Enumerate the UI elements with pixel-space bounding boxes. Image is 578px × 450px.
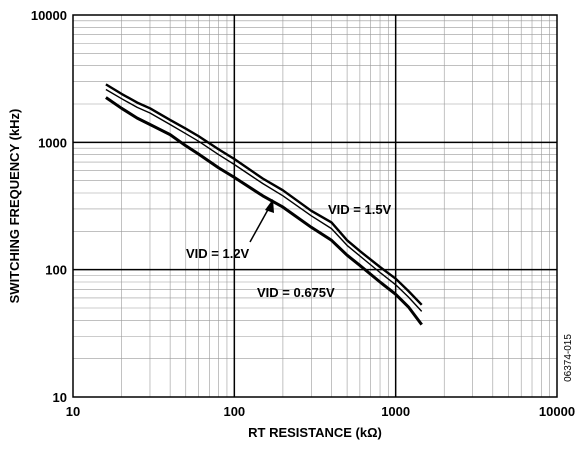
y-tick-label: 1000 bbox=[38, 135, 67, 150]
figure-id: 06374-015 bbox=[563, 334, 574, 382]
x-tick-label: 10000 bbox=[539, 404, 575, 419]
y-tick-label: 10 bbox=[53, 390, 67, 405]
series-line-2 bbox=[105, 88, 423, 312]
annotation-vid-0-675v: VID = 0.675V bbox=[257, 285, 335, 300]
series-line-3 bbox=[105, 96, 423, 326]
series-layer bbox=[105, 83, 423, 326]
plot-frame bbox=[72, 14, 558, 398]
y-axis-title: SWITCHING FREQUENCY (kHz) bbox=[7, 109, 22, 304]
x-tick-labels: 10 100 1000 10000 bbox=[66, 404, 575, 419]
x-tick-label: 10 bbox=[66, 404, 80, 419]
series-line-1 bbox=[105, 83, 423, 306]
y-tick-labels: 10 100 1000 10000 bbox=[31, 8, 67, 405]
annotation-vid-1-2v: VID = 1.2V bbox=[186, 246, 250, 261]
annotation-arrowhead bbox=[265, 199, 274, 213]
x-tick-label: 1000 bbox=[381, 404, 410, 419]
annotation-arrow bbox=[249, 205, 271, 243]
annotation-vid-1-5v: VID = 1.5V bbox=[328, 202, 392, 217]
y-tick-label: 100 bbox=[45, 263, 67, 278]
y-tick-label: 10000 bbox=[31, 8, 67, 23]
x-axis-title: RT RESISTANCE (kΩ) bbox=[248, 425, 382, 440]
major-grid bbox=[73, 15, 557, 397]
minor-grid bbox=[73, 15, 557, 397]
x-tick-label: 100 bbox=[223, 404, 245, 419]
